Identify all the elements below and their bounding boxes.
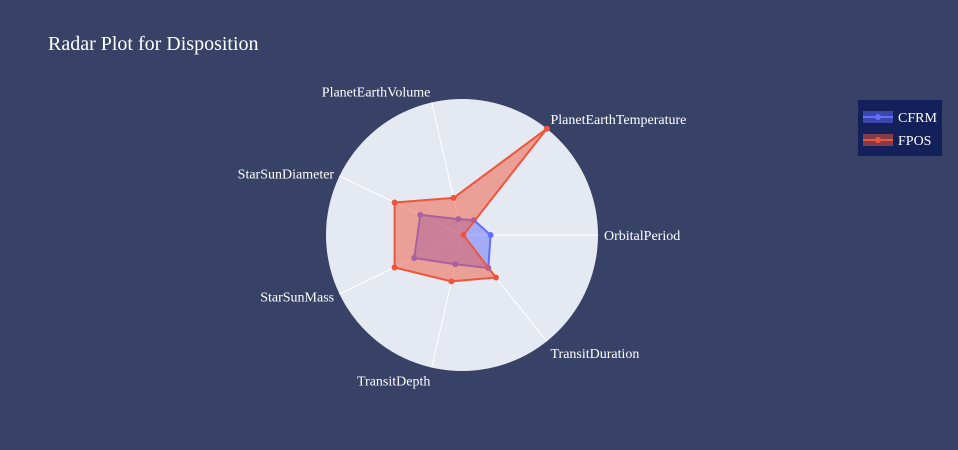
axis-label-planet-earth-temperature: PlanetEarthTemperature <box>551 113 687 128</box>
polar-area: OrbitalPeriod PlanetEarthTemperature Plane… <box>238 86 687 390</box>
point-fpos-planet-earth-volume[interactable] <box>450 194 457 201</box>
series-layer <box>391 125 550 285</box>
legend[interactable]: CFRM FPOS <box>858 100 942 156</box>
point-fpos-star-sun-mass[interactable] <box>391 264 398 271</box>
point-fpos-orbital-period[interactable] <box>460 232 467 238</box>
point-fpos-transit-depth[interactable] <box>448 278 455 285</box>
axis-label-star-sun-mass: StarSunMass <box>260 291 334 306</box>
axis-label-orbital-period: OrbitalPeriod <box>604 229 680 244</box>
point-fpos-planet-earth-temperature[interactable] <box>543 125 550 132</box>
axis-label-transit-duration: TransitDuration <box>551 347 640 362</box>
legend-marker-fpos <box>875 137 881 143</box>
axis-labels: OrbitalPeriod PlanetEarthTemperature Plane… <box>238 86 687 390</box>
axis-label-transit-depth: TransitDepth <box>357 374 430 389</box>
legend-items: CFRM FPOS <box>863 111 937 149</box>
chart-title: Radar Plot for Disposition <box>48 33 259 55</box>
legend-background <box>858 100 942 156</box>
axis-label-planet-earth-volume: PlanetEarthVolume <box>322 86 431 101</box>
legend-marker-cfrm <box>875 114 881 120</box>
point-cfrm-orbital-period[interactable] <box>487 232 494 238</box>
legend-label-cfrm: CFRM <box>898 111 937 126</box>
point-fpos-transit-duration[interactable] <box>492 274 499 281</box>
axis-label-star-sun-diameter: StarSunDiameter <box>238 167 335 182</box>
series-fpos-area <box>393 127 548 283</box>
legend-item-cfrm[interactable]: CFRM <box>863 111 937 126</box>
legend-item-fpos[interactable]: FPOS <box>863 134 931 149</box>
legend-label-fpos: FPOS <box>898 134 931 149</box>
point-fpos-star-sun-diameter[interactable] <box>391 199 398 206</box>
